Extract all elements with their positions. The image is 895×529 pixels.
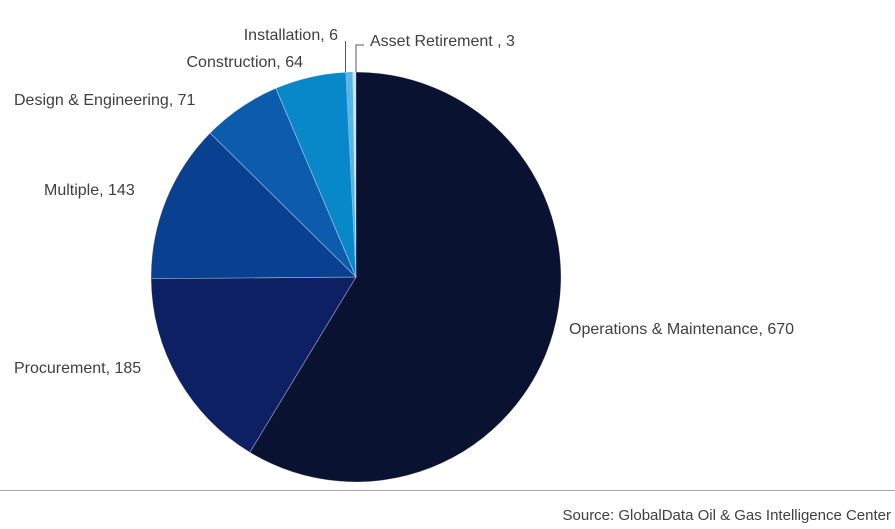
pie-slice-construction: [275, 71, 357, 278]
slice-label-construction: Construction, 64: [186, 54, 303, 71]
pie-slice-procurement: [150, 276, 357, 453]
slice-label-procurement: Procurement, 185: [14, 360, 142, 377]
slice-label-operations-maintenance: Operations & Maintenance, 670: [569, 321, 795, 338]
source-text: Source: GlobalData Oil & Gas Intelligenc…: [562, 507, 892, 524]
pie-slice-installation: [345, 72, 356, 277]
leader-line-asset-retirement: [355, 44, 364, 72]
divider-line: [0, 490, 895, 491]
slice-label-installation: Installation, 6: [243, 27, 338, 44]
pie-slice-operations-maintenance: [249, 71, 562, 483]
slice-label-design-engineering: Design & Engineering, 71: [14, 92, 196, 109]
pie-slice-design-engineering: [209, 87, 357, 278]
pie-slices: [150, 71, 562, 483]
pie-slice-multiple: [150, 132, 357, 280]
slice-label-multiple: Multiple, 143: [44, 182, 135, 199]
slice-label-asset-retirement: Asset Retirement , 3: [370, 33, 515, 50]
pie-slice-asset-retirement: [352, 72, 356, 277]
